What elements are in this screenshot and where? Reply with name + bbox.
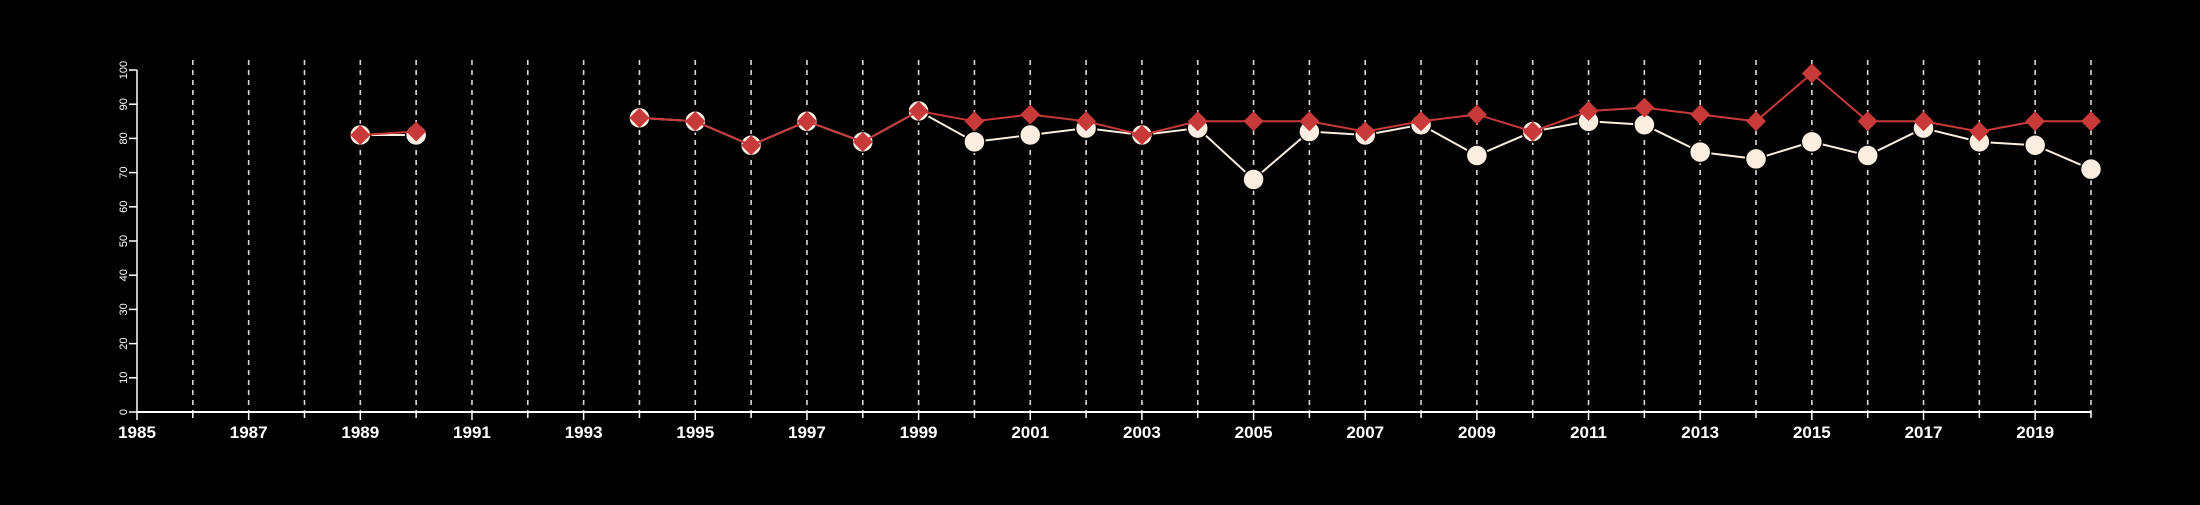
data-point-circle	[1465, 144, 1489, 167]
data-point-diamond	[350, 124, 371, 145]
data-point-diamond	[1020, 104, 1041, 125]
data-point-diamond	[741, 135, 762, 156]
y-tick-label: 40	[118, 269, 130, 281]
y-tick-label: 0	[118, 409, 130, 415]
data-point-diamond	[1522, 121, 1543, 142]
data-point-diamond	[1466, 104, 1487, 125]
series-diamond	[350, 63, 2101, 156]
data-point-diamond	[1578, 101, 1599, 122]
data-point-diamond	[1355, 121, 1376, 142]
y-tick-label: 10	[118, 372, 130, 384]
x-tick-label: 2001	[1011, 423, 1049, 442]
x-tick-label: 2005	[1235, 423, 1273, 442]
data-point-diamond	[796, 111, 817, 132]
grid-lines	[192, 60, 2092, 412]
x-tick-label: 1989	[341, 423, 379, 442]
x-tick-label: 1991	[453, 423, 491, 442]
data-point-circle	[1744, 147, 1768, 171]
data-point-diamond	[1913, 111, 1934, 132]
series-line	[360, 72, 2091, 147]
x-tick-label: 1987	[230, 423, 268, 442]
y-tick-label: 80	[118, 132, 130, 144]
data-point-circle	[2079, 157, 2103, 181]
data-point-diamond	[908, 101, 929, 122]
data-point-circle	[963, 130, 986, 154]
data-point-diamond	[685, 111, 706, 132]
y-tick-label: 90	[118, 98, 130, 110]
data-point-diamond	[1969, 121, 1990, 142]
data-series	[349, 63, 2103, 191]
x-tick-label: 2015	[1793, 423, 1831, 442]
y-tick-label: 30	[118, 303, 130, 315]
data-point-circle	[1800, 130, 1824, 154]
data-point-diamond	[1076, 111, 1097, 132]
data-point-diamond	[1187, 111, 1208, 132]
x-tick-label: 1997	[788, 423, 826, 442]
data-point-diamond	[1857, 111, 1878, 132]
x-tick-label: 2007	[1346, 423, 1384, 442]
data-point-diamond	[1411, 111, 1432, 132]
x-tick-label: 1993	[565, 423, 603, 442]
data-point-circle	[1019, 123, 1042, 147]
data-point-circle	[2023, 133, 2047, 157]
data-point-diamond	[964, 111, 985, 132]
data-point-diamond	[406, 121, 427, 142]
x-tick-label: 1999	[900, 423, 938, 442]
x-tick-label: 2017	[1905, 423, 1943, 442]
series-circle	[349, 99, 2103, 191]
data-point-diamond	[629, 107, 650, 128]
data-point-diamond	[1131, 124, 1152, 145]
x-tick-label: 2019	[2016, 423, 2054, 442]
x-tick-label: 2011	[1570, 423, 1607, 442]
x-tick-label: 2013	[1681, 423, 1719, 442]
x-tick-label: 1985	[118, 423, 156, 442]
data-point-diamond	[1634, 97, 1655, 118]
data-point-diamond	[1299, 111, 1320, 132]
data-point-diamond	[1801, 63, 1822, 84]
data-point-diamond	[2025, 111, 2046, 132]
axes: 0 10 20 30 40 50 60 70 80 90 100 1985 1987 1989 1991 19…	[118, 61, 2092, 442]
x-tick-label: 2003	[1123, 423, 1161, 442]
x-tick-label: 2009	[1458, 423, 1496, 442]
data-point-diamond	[1746, 111, 1767, 132]
data-point-circle	[1688, 140, 1712, 164]
y-tick-label: 60	[118, 201, 130, 213]
x-tick-label: 1995	[676, 423, 714, 442]
data-point-circle	[1856, 144, 1879, 167]
data-point-circle	[1242, 168, 1265, 191]
y-tick-label: 70	[118, 166, 130, 178]
y-tick-label: 20	[118, 337, 130, 349]
data-point-diamond	[1243, 111, 1264, 132]
data-point-diamond	[852, 131, 873, 152]
y-tick-label: 50	[118, 235, 130, 247]
y-tick-label: 100	[118, 61, 130, 79]
data-point-diamond	[1690, 104, 1711, 125]
data-point-diamond	[2081, 111, 2101, 132]
